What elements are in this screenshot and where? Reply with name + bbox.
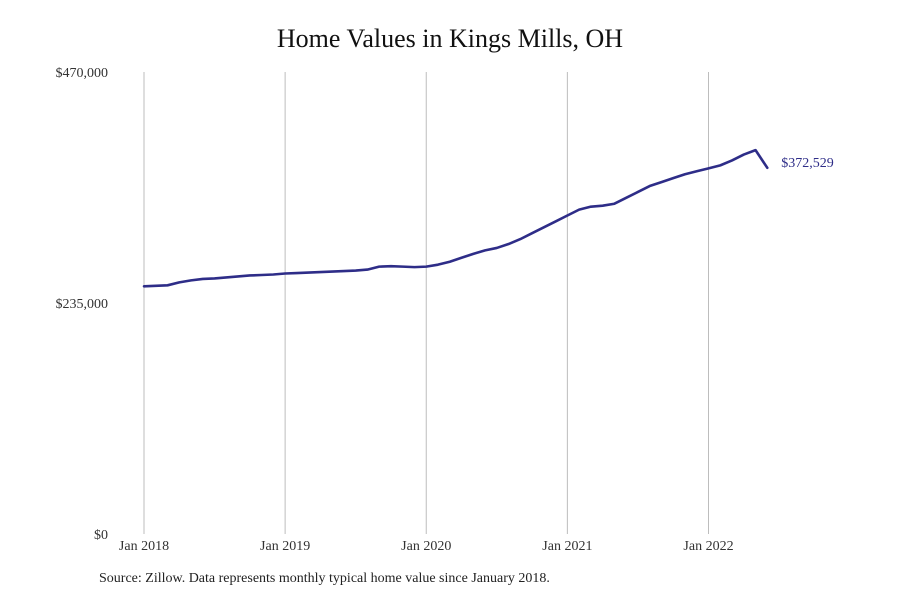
series-layer: [142, 148, 769, 288]
x-tick-label: Jan 2022: [683, 539, 733, 554]
chart-title: Home Values in Kings Mills, OH: [276, 24, 624, 53]
x-axis-tick-labels: Jan 2018 Jan 2019 Jan 2020 Jan 2021 Jan 2022: [119, 539, 734, 554]
y-tick-label: $235,000: [56, 297, 109, 312]
end-value-label: $372,529: [781, 156, 834, 171]
x-tick-label: Jan 2018: [119, 539, 169, 554]
x-tick-label: Jan 2019: [260, 539, 310, 554]
gridlines: [143, 72, 709, 534]
data-label-layer: $372,529: [781, 156, 834, 171]
x-tick-label: Jan 2020: [401, 539, 451, 554]
y-axis-tick-labels: $0 $235,000 $470,000: [56, 66, 109, 543]
source-note: Source: Zillow. Data represents monthly …: [99, 571, 550, 586]
series-line: [142, 148, 769, 288]
y-tick-label: $470,000: [56, 66, 109, 81]
y-tick-label: $0: [94, 528, 108, 543]
x-tick-label: Jan 2021: [542, 539, 592, 554]
